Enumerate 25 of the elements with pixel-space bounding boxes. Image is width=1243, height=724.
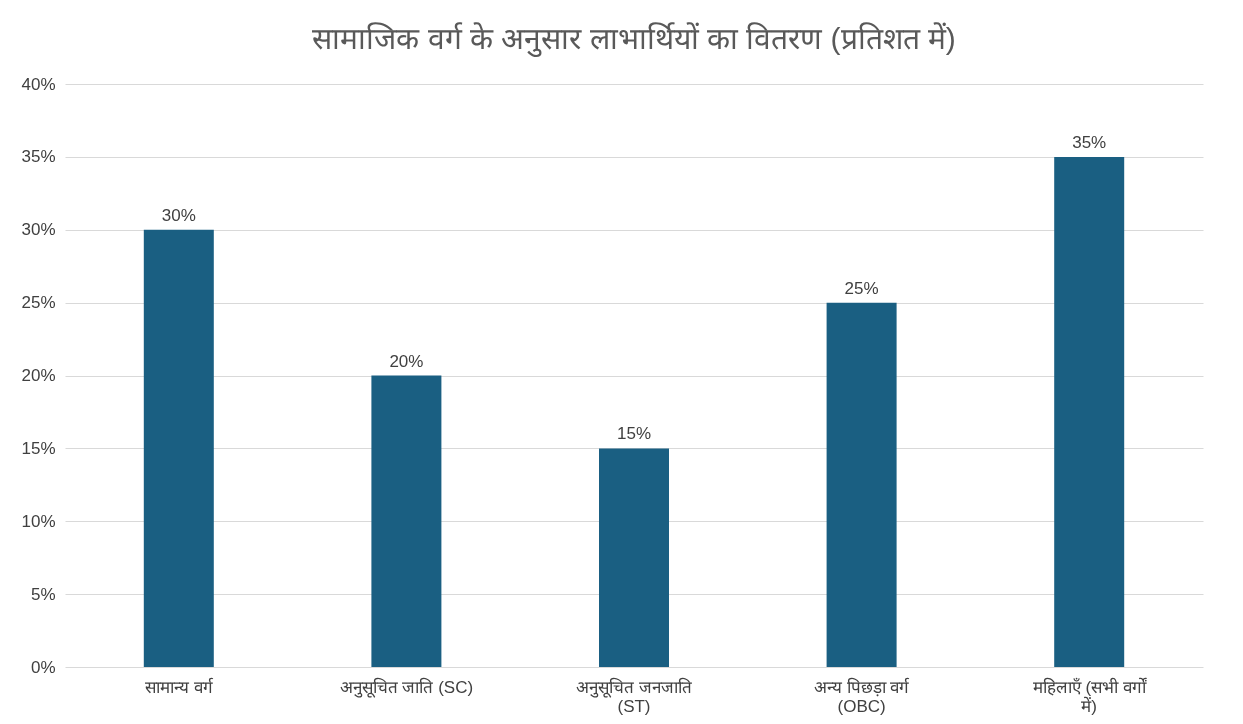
data-label: 15% (616, 424, 652, 444)
y-tick-label: 5% (30, 584, 56, 604)
y-tick-label: 30% (21, 220, 56, 240)
y-tick-label: 40% (21, 74, 56, 94)
bar (1054, 156, 1125, 667)
data-label: 25% (844, 278, 879, 298)
y-tick-label: 10% (21, 511, 56, 531)
chart-title: सामाजिक वर्ग के अनुसार लाभार्थियों का वितरण (प्रतिशत में) (312, 22, 956, 58)
y-tick-label: 35% (21, 147, 56, 167)
x-tick-label: महिलाएँ (सभी वर्गों में) (1032, 676, 1147, 716)
y-tick-label: 25% (21, 293, 56, 313)
data-label: 20% (389, 351, 424, 371)
x-tick-label: सामान्य वर्ग (144, 676, 214, 697)
data-label: 30% (161, 205, 196, 225)
x-tick-label: अन्य पिछड़ा वर्ग (OBC) (813, 676, 911, 716)
bar (371, 375, 442, 667)
bar (143, 229, 214, 667)
x-tick-label: अनुसूचित जाति (SC) (339, 676, 474, 698)
y-tick-label: 15% (21, 438, 56, 458)
y-tick-label: 0% (30, 657, 56, 677)
y-tick-label: 20% (21, 366, 56, 385)
bar (826, 302, 897, 667)
data-label: 35% (1072, 132, 1107, 152)
bar (599, 448, 669, 667)
x-tick-label: अनुसूचित जनजाति (ST) (576, 676, 692, 716)
